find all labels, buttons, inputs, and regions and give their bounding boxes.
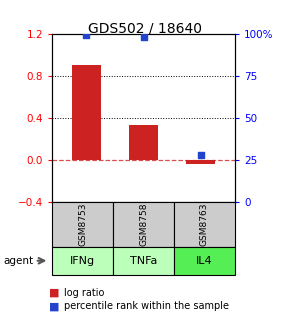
Bar xyxy=(72,65,101,160)
Text: IFNg: IFNg xyxy=(70,256,95,266)
Text: ■: ■ xyxy=(49,288,60,298)
Text: GSM8763: GSM8763 xyxy=(200,203,209,246)
Text: TNFa: TNFa xyxy=(130,256,157,266)
Point xyxy=(141,34,146,40)
Text: GSM8758: GSM8758 xyxy=(139,203,148,246)
Text: ■: ■ xyxy=(49,301,60,311)
Text: log ratio: log ratio xyxy=(64,288,104,298)
Bar xyxy=(186,160,215,164)
Point xyxy=(198,152,203,157)
Text: GSM8753: GSM8753 xyxy=(78,203,87,246)
Text: IL4: IL4 xyxy=(196,256,213,266)
Point xyxy=(84,33,89,38)
Text: percentile rank within the sample: percentile rank within the sample xyxy=(64,301,229,311)
Text: GDS502 / 18640: GDS502 / 18640 xyxy=(88,22,202,36)
Text: agent: agent xyxy=(3,256,33,266)
Bar xyxy=(129,125,158,160)
